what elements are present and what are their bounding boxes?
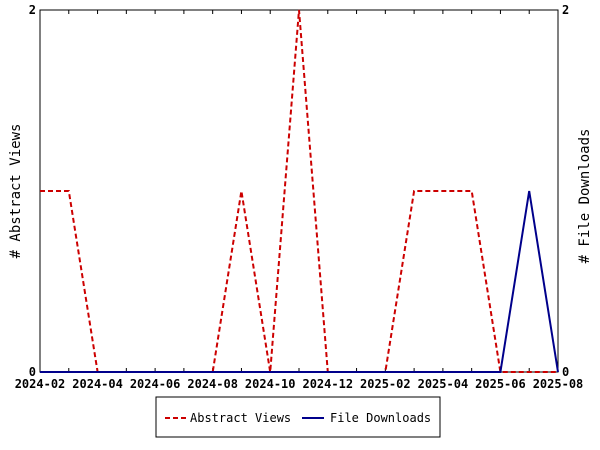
x-tick-label: 2025-02	[360, 377, 411, 391]
plot-area	[39, 9, 559, 373]
y-axis-left-title: # Abstract Views	[8, 124, 24, 259]
x-tick-label: 2025-04	[418, 377, 469, 391]
x-tick-label: 2025-08	[533, 377, 584, 391]
x-tick-label: 2024-12	[302, 377, 353, 391]
y-left-tick-label: 0	[29, 365, 36, 379]
x-axis-ticks: 2024-02 2024-04 2024-06 2024-08 2024-10 2024-…	[15, 10, 584, 391]
x-tick-label: 2024-04	[72, 377, 123, 391]
legend-box	[155, 396, 441, 438]
y-axis-right-title: # File Downloads	[577, 129, 593, 264]
series-layer	[40, 9, 559, 373]
x-tick-label: 2024-06	[130, 377, 181, 391]
x-tick-label: 2024-10	[245, 377, 296, 391]
y-right-tick-label: 2	[562, 3, 569, 17]
y-right-tick-label: 0	[562, 365, 569, 379]
x-tick-label: 2024-02	[15, 377, 66, 391]
legend-label-abstract-views: Abstract Views	[190, 411, 291, 425]
legend: Abstract Views File Downloads	[155, 396, 441, 438]
x-tick-label: 2024-08	[187, 377, 238, 391]
x-tick-label: 2025-06	[475, 377, 526, 391]
legend-label-file-downloads: File Downloads	[330, 411, 431, 425]
y-left-tick-label: 2	[29, 3, 36, 17]
series-line-file-downloads	[40, 190, 559, 373]
